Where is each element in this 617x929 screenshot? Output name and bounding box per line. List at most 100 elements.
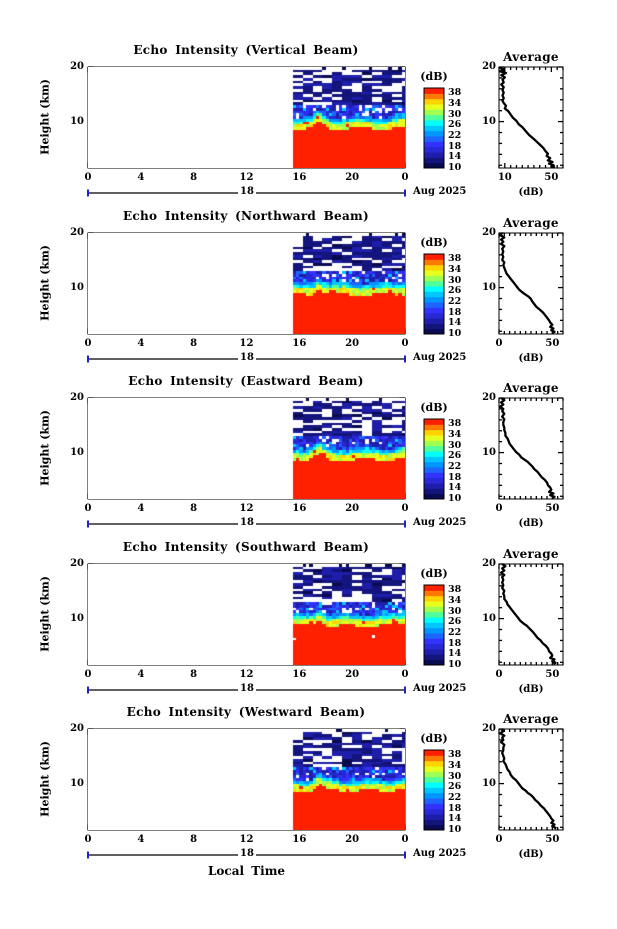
avg-y-tick-20: 20 xyxy=(482,558,496,569)
colorbar-tick-10: 10 xyxy=(448,824,462,835)
y-axis-label: Height (km) xyxy=(38,79,52,155)
heatmap-vertical xyxy=(88,67,405,168)
x-tick-24: 0 xyxy=(401,669,409,680)
colorbar-tick-18: 18 xyxy=(448,306,462,318)
avg-y-tick-10: 10 xyxy=(482,612,496,624)
colorbar-tick-38: 38 xyxy=(448,749,462,761)
colorbar-tick-30: 30 xyxy=(448,439,462,451)
x-tick-20: 20 xyxy=(345,338,360,349)
avg-x-tick-50: 50 xyxy=(545,834,560,845)
colorbar-tick-22: 22 xyxy=(448,627,462,638)
heatmap-northward xyxy=(88,233,405,334)
x-tick-0: 0 xyxy=(84,338,92,349)
avg-y-tick-10: 10 xyxy=(482,446,496,458)
colorbar-tick-34: 34 xyxy=(448,98,462,109)
panel-title: Echo Intensity (Eastward Beam) xyxy=(128,374,364,388)
y-axis-label: Height (km) xyxy=(38,741,52,817)
y-axis-label: Height (km) xyxy=(38,576,52,652)
avg-y-tick-10: 10 xyxy=(482,777,496,789)
x-tick-4: 4 xyxy=(137,669,145,680)
colorbar-tick-30: 30 xyxy=(448,274,462,286)
colorbar-tick-14: 14 xyxy=(448,482,462,494)
avg-x-label: (dB) xyxy=(518,684,544,695)
x-tick-12: 12 xyxy=(239,172,254,183)
x-tick-24: 0 xyxy=(401,834,409,845)
heatmap-southward xyxy=(88,564,405,665)
panel-title: Echo Intensity (Northward Beam) xyxy=(122,209,370,223)
colorbar-tick-14: 14 xyxy=(448,813,462,825)
x-tick-24: 0 xyxy=(401,172,409,183)
colorbar-tick-38: 38 xyxy=(448,584,462,596)
avg-x-tick-50: 50 xyxy=(545,338,560,349)
y-tick-10: 10 xyxy=(70,612,84,624)
colorbar-title: (dB) xyxy=(420,236,448,249)
avg-x-tick-0: 0 xyxy=(495,834,503,845)
colorbar-tick-26: 26 xyxy=(448,781,462,793)
avg-x-tick-50: 50 xyxy=(545,503,560,514)
avg-y-tick-20: 20 xyxy=(482,227,496,238)
x-tick-16: 16 xyxy=(292,834,307,845)
avg-x-tick-0: 0 xyxy=(495,503,503,514)
x-tick-24: 0 xyxy=(401,338,409,349)
heatmap-eastward xyxy=(88,398,405,499)
x-tick-4: 4 xyxy=(137,338,145,349)
colorbar-tick-10: 10 xyxy=(448,162,462,173)
x-tick-0: 0 xyxy=(84,669,92,680)
x-tick-12: 12 xyxy=(239,338,254,349)
y-tick-20: 20 xyxy=(70,227,84,238)
x-tick-8: 8 xyxy=(190,172,198,183)
x-tick-4: 4 xyxy=(137,172,145,183)
colorbar-title: (dB) xyxy=(420,732,448,745)
avg-x-label: (dB) xyxy=(518,353,544,364)
date-month-year: Aug 2025 xyxy=(413,352,467,363)
avg-y-tick-20: 20 xyxy=(482,61,496,72)
x-tick-4: 4 xyxy=(137,834,145,845)
average-title: Average xyxy=(503,216,559,230)
y-axis-label: Height (km) xyxy=(38,245,52,321)
y-tick-20: 20 xyxy=(70,558,84,569)
x-axis-label: Local Time xyxy=(207,864,286,878)
colorbar-tick-22: 22 xyxy=(448,792,462,803)
heatmap-westward xyxy=(88,729,405,830)
colorbar-tick-26: 26 xyxy=(448,616,462,628)
x-tick-12: 12 xyxy=(239,503,254,514)
date-month-year: Aug 2025 xyxy=(413,517,467,528)
y-tick-20: 20 xyxy=(70,723,84,734)
date-day-label: 18 xyxy=(240,517,254,528)
colorbar-tick-22: 22 xyxy=(448,461,462,472)
colorbar-tick-18: 18 xyxy=(448,802,462,814)
date-day-label: 18 xyxy=(240,352,254,363)
x-tick-4: 4 xyxy=(137,503,145,514)
date-day-label: 18 xyxy=(240,848,254,859)
colorbar-tick-10: 10 xyxy=(448,493,462,504)
x-tick-12: 12 xyxy=(239,834,254,845)
y-tick-20: 20 xyxy=(70,392,84,403)
colorbar-title: (dB) xyxy=(420,401,448,414)
x-tick-20: 20 xyxy=(345,669,360,680)
y-tick-10: 10 xyxy=(70,446,84,458)
y-tick-10: 10 xyxy=(70,281,84,293)
avg-y-tick-20: 20 xyxy=(482,392,496,403)
colorbar-tick-38: 38 xyxy=(448,418,462,430)
average-title: Average xyxy=(503,712,559,726)
colorbar-tick-34: 34 xyxy=(448,760,462,771)
colorbar-tick-34: 34 xyxy=(448,595,462,606)
avg-x-label: (dB) xyxy=(518,518,544,529)
colorbar-tick-14: 14 xyxy=(448,151,462,163)
x-tick-8: 8 xyxy=(190,503,198,514)
x-tick-8: 8 xyxy=(190,669,198,680)
average-title: Average xyxy=(503,50,559,64)
x-tick-16: 16 xyxy=(292,172,307,183)
x-tick-20: 20 xyxy=(345,503,360,514)
panel-title: Echo Intensity (Vertical Beam) xyxy=(133,43,359,57)
x-tick-16: 16 xyxy=(292,503,307,514)
avg-x-tick-10: 10 xyxy=(497,172,512,183)
avg-x-label: (dB) xyxy=(518,849,544,860)
colorbar-tick-14: 14 xyxy=(448,648,462,660)
panel-title: Echo Intensity (Southward Beam) xyxy=(122,540,370,554)
date-month-year: Aug 2025 xyxy=(413,848,467,859)
x-tick-16: 16 xyxy=(292,669,307,680)
x-tick-8: 8 xyxy=(190,338,198,349)
colorbar-tick-38: 38 xyxy=(448,253,462,265)
